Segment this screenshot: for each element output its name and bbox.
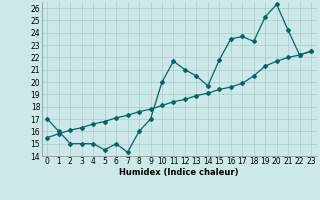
X-axis label: Humidex (Indice chaleur): Humidex (Indice chaleur) — [119, 168, 239, 177]
